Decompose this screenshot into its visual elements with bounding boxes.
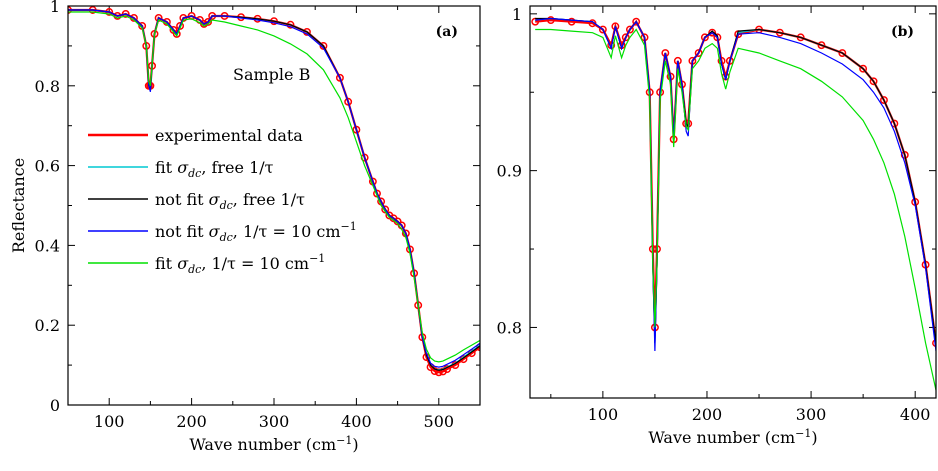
x-tick-label: 100 (94, 412, 125, 431)
y-tick-label: 0.9 (497, 162, 522, 181)
data-point (352, 125, 361, 134)
data-point (121, 10, 130, 18)
y-tick-label: 1 (512, 5, 522, 24)
y-tick-label: 1 (50, 0, 60, 16)
data-layer (531, 16, 936, 391)
data-point (588, 19, 597, 28)
x-tick-label: 400 (341, 412, 372, 431)
x-tick-label: 500 (424, 412, 455, 431)
x-axis-label: Wave number (cm−1) (648, 427, 817, 448)
data-point (708, 28, 717, 37)
data-point (335, 73, 344, 82)
y-tick-label: 0.8 (35, 77, 60, 96)
legend-label-fit_free: fit σdc, free 1/τ (155, 158, 274, 180)
series-line-fit_10 (68, 11, 480, 363)
series-line-fit_free (535, 17, 936, 344)
x-axis-label: Wave number (cm−1) (189, 434, 358, 455)
data-point (430, 367, 439, 376)
legend-label-notfit_10: not fit σdc, 1/τ = 10 cm−1 (155, 220, 357, 244)
data-point (381, 205, 390, 214)
data-point (632, 17, 641, 26)
data-point (879, 96, 888, 105)
y-tick-label: 0.2 (35, 316, 60, 335)
data-point (817, 41, 826, 50)
x-tick-label: 100 (588, 405, 619, 424)
data-point (625, 25, 634, 34)
y-tick-label: 0.6 (35, 157, 60, 176)
panel-b: 100 200 300 400 0.8 0.9 1 (b) Wave number (cm−1) (497, 5, 937, 448)
data-point (621, 33, 630, 42)
data-layer (68, 6, 480, 377)
data-point (204, 18, 213, 26)
data-point (725, 56, 734, 65)
panel-tag: (b) (891, 24, 914, 40)
legend-label-exp: experimental data (155, 126, 303, 145)
sample-annotation: Sample B (233, 65, 310, 84)
plot-frame (529, 5, 937, 399)
x-tick-label: 200 (176, 412, 207, 431)
y-tick-label: 0.4 (35, 236, 60, 255)
data-point (344, 97, 353, 106)
legend: experimental data fit σdc, free 1/τ not fi… (88, 126, 357, 276)
legend-label-fit_10: fit σdc, 1/τ = 10 cm−1 (155, 252, 325, 276)
data-point (694, 49, 703, 57)
series-line-exp (535, 18, 936, 344)
plot-frame (67, 5, 481, 406)
x-tick-label: 400 (900, 405, 931, 424)
data-point (434, 368, 443, 377)
data-point (567, 17, 576, 26)
series-line-fit_10 (535, 28, 936, 391)
series-line-notfit_10 (535, 17, 936, 352)
data-point (900, 151, 909, 159)
x-tick-label: 300 (259, 412, 290, 431)
x-tick-label: 300 (796, 405, 827, 424)
data-point (286, 20, 295, 29)
data-point (700, 33, 709, 42)
data-point (546, 16, 555, 25)
series-line-notfit_free (535, 17, 936, 344)
y-tick-label: 0 (50, 396, 60, 415)
data-point (838, 49, 847, 57)
data-point (598, 25, 607, 34)
legend-label-notfit_free: not fit σdc, free 1/τ (155, 190, 305, 212)
y-axis-label: Reflectance (9, 158, 28, 253)
data-point (172, 29, 181, 38)
x-tick-label: 200 (692, 405, 723, 424)
y-tick-label: 0.8 (497, 318, 522, 337)
panel-a: 100 200 300 400 500 0 0.2 0.4 0.6 0.8 1 (a) Wave num… (9, 0, 481, 455)
panel-tag: (a) (436, 24, 458, 40)
data-point (796, 33, 805, 42)
data-point (869, 77, 878, 86)
data-point (859, 64, 868, 73)
